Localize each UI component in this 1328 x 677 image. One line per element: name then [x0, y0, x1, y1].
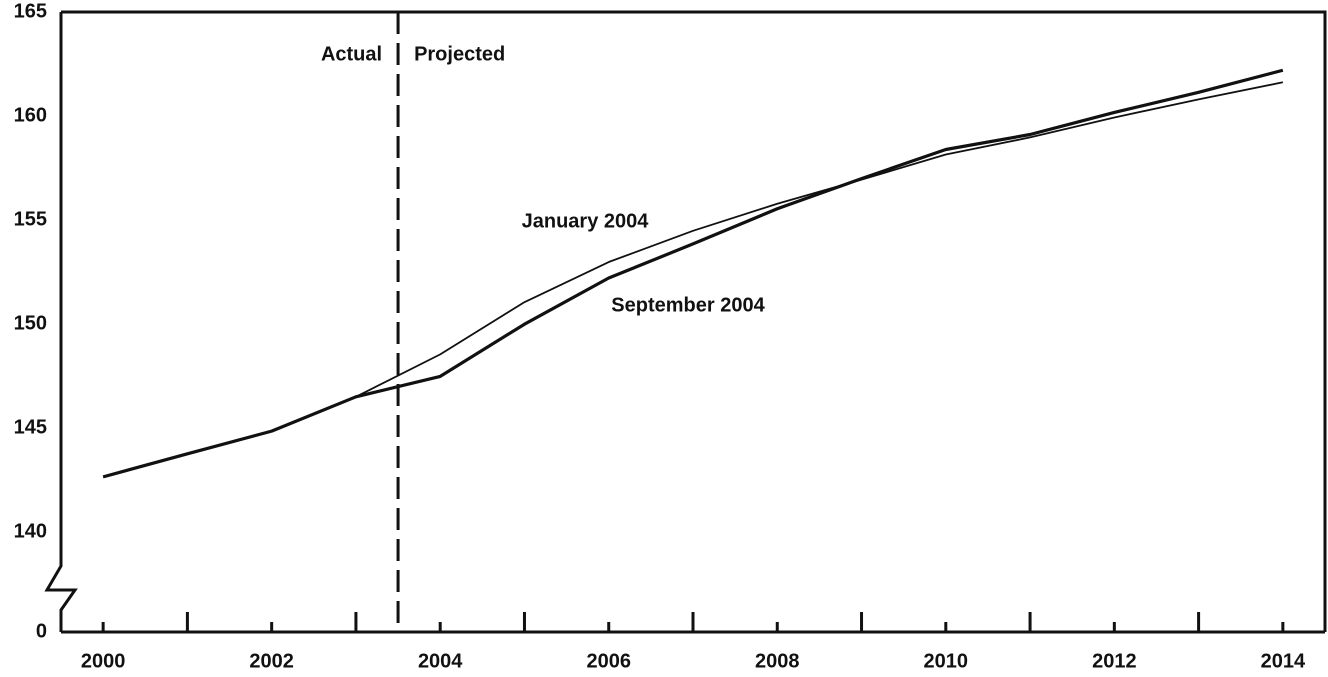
- x-tick-label: 2008: [755, 650, 800, 672]
- series-line: [102, 81, 1284, 478]
- axis-frame: [61, 10, 1327, 632]
- x-tick-label: 2012: [1092, 650, 1137, 672]
- y-tick-label: 145: [14, 416, 47, 438]
- y-tick-label: 160: [14, 104, 47, 126]
- y-tick-label: 165: [14, 0, 47, 22]
- y-tick-label: 0: [36, 620, 47, 642]
- y-tick-label: 150: [14, 312, 47, 334]
- series-label: September 2004: [611, 294, 765, 316]
- divider-label: Projected: [414, 43, 505, 65]
- y-tick-label: 140: [14, 520, 47, 542]
- divider-label: Actual: [321, 43, 382, 65]
- y-axis: [44, 12, 78, 632]
- series-line: [102, 68, 1284, 479]
- x-tick-label: 2010: [924, 650, 969, 672]
- series-label: January 2004: [522, 210, 650, 232]
- x-tick-label: 2004: [418, 650, 463, 672]
- x-tick-label: 2006: [586, 650, 631, 672]
- x-tick-label: 2002: [249, 650, 294, 672]
- x-tick-label: 2014: [1261, 650, 1306, 672]
- x-tick-label: 2000: [81, 650, 126, 672]
- y-tick-label: 155: [14, 208, 47, 230]
